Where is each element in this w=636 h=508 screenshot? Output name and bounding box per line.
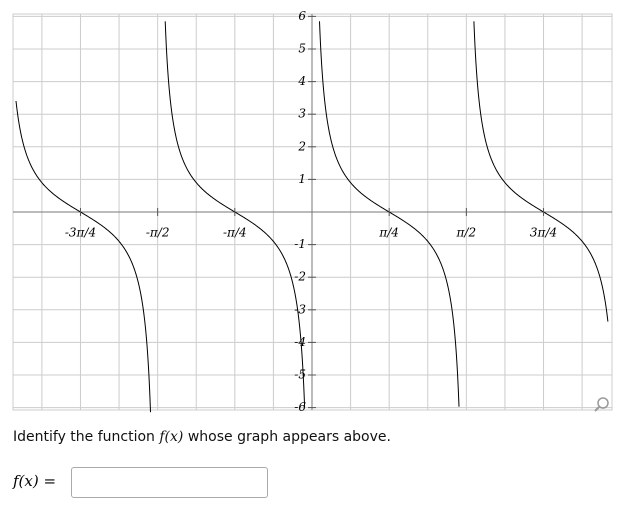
y-tick-label: -6 [294,400,306,414]
graph: -3π/4 -π/2 -π/4 π/4 π/2 3π/4 6 5 4 3 2 1 -1 -2 -3 -4 -5 -… [12,9,613,414]
math: f(x) [159,429,184,445]
x-tick-label: 3π/4 [530,226,557,240]
x-tick-label: -π/4 [223,226,247,240]
y-tick-label: 3 [298,107,306,121]
y-tick-label: 1 [298,172,306,186]
x-tick-label: -3π/4 [65,226,96,240]
question-text: Identify the function [13,429,155,445]
x-tick-label: -π/2 [146,226,170,240]
y-tick-label: 2 [297,139,306,153]
question: Identify the function f(x) whose graph a… [13,429,391,445]
y-tick-label: -2 [294,270,306,284]
y-tick-label: 6 [298,9,306,23]
answer-input[interactable] [71,467,268,498]
y-tick-label: -5 [294,368,306,382]
question-text: whose graph appears above. [187,429,391,445]
answer-label: f(x) = [13,472,57,490]
curve [473,21,609,322]
curve [15,100,151,413]
x-tick-label: π/4 [378,226,399,240]
y-tick-label: -1 [294,237,306,251]
y-tick-label: -4 [294,335,306,349]
y-tick-label: 4 [297,74,306,88]
y-tick-label: 5 [298,42,306,56]
y-tick-label: -3 [294,302,306,316]
zoom-icon[interactable] [594,397,609,412]
x-tick-label: π/2 [456,226,477,240]
